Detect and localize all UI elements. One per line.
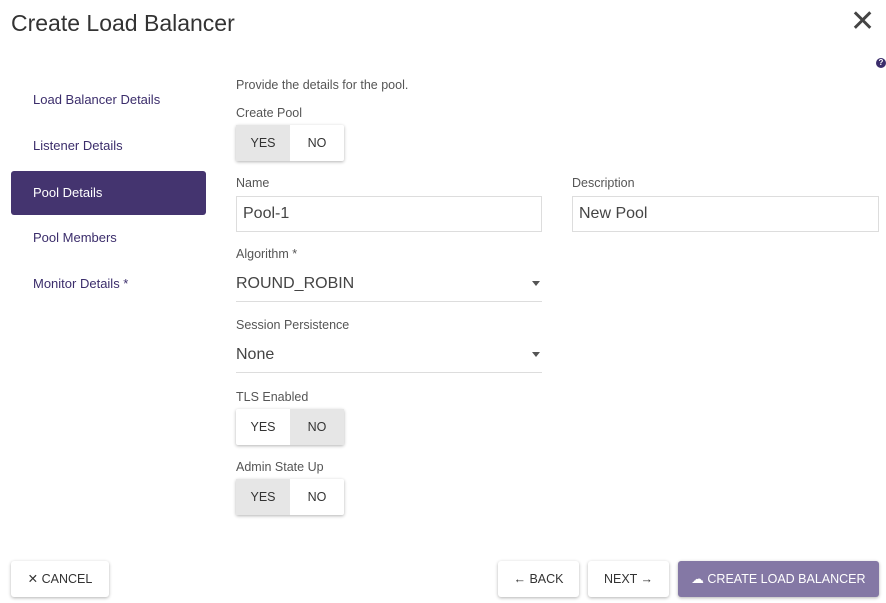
session-persistence-label: Session Persistence	[236, 318, 350, 332]
caret-down-icon	[532, 281, 540, 286]
sidebar-item-monitor-details[interactable]: Monitor Details *	[33, 276, 129, 291]
session-persistence-select[interactable]: None	[236, 337, 542, 373]
algorithm-label: Algorithm *	[236, 247, 298, 261]
session-persistence-value: None	[236, 346, 275, 363]
tls-toggle: YES NO	[236, 409, 344, 445]
create-pool-no[interactable]: NO	[307, 136, 327, 150]
name-label: Name	[236, 176, 270, 190]
cancel-button[interactable]: ✕ CANCEL	[11, 561, 109, 597]
admin-state-label: Admin State Up	[236, 460, 324, 474]
sidebar-item-listener-details[interactable]: Listener Details	[33, 138, 123, 153]
description-input[interactable]: New Pool	[572, 196, 879, 232]
algorithm-select[interactable]: ROUND_ROBIN	[236, 266, 542, 302]
create-pool-toggle: YES NO	[236, 125, 344, 161]
cloud-upload-icon: ☁	[691, 572, 704, 586]
name-input[interactable]: Pool-1	[236, 196, 542, 232]
caret-down-icon	[532, 352, 540, 357]
page-title: Create Load Balancer	[11, 10, 235, 36]
tls-label: TLS Enabled	[236, 390, 309, 404]
intro-text: Provide the details for the pool.	[236, 78, 409, 92]
create-label: CREATE LOAD BALANCER	[707, 572, 866, 586]
create-pool-yes[interactable]: YES	[236, 125, 290, 161]
description-label: Description	[572, 176, 635, 190]
admin-state-toggle: YES NO	[236, 479, 344, 515]
create-pool-label: Create Pool	[236, 106, 303, 120]
sidebar-item-load-balancer-details[interactable]: Load Balancer Details	[33, 92, 161, 107]
close-icon[interactable]: ✕	[850, 5, 876, 38]
sidebar-item-pool-members[interactable]: Pool Members	[33, 230, 117, 245]
tls-no[interactable]: NO	[290, 409, 344, 445]
algorithm-value: ROUND_ROBIN	[236, 275, 355, 292]
back-button[interactable]: ← BACK	[498, 561, 579, 597]
help-icon[interactable]: ?	[876, 58, 886, 68]
admin-state-no[interactable]: NO	[307, 490, 327, 504]
sidebar-item-pool-details[interactable]: Pool Details	[11, 171, 206, 215]
admin-state-yes[interactable]: YES	[236, 479, 290, 515]
tls-yes[interactable]: YES	[250, 420, 276, 434]
create-load-balancer-button[interactable]: ☁ CREATE LOAD BALANCER	[678, 561, 879, 597]
next-button[interactable]: NEXT →	[588, 561, 669, 597]
